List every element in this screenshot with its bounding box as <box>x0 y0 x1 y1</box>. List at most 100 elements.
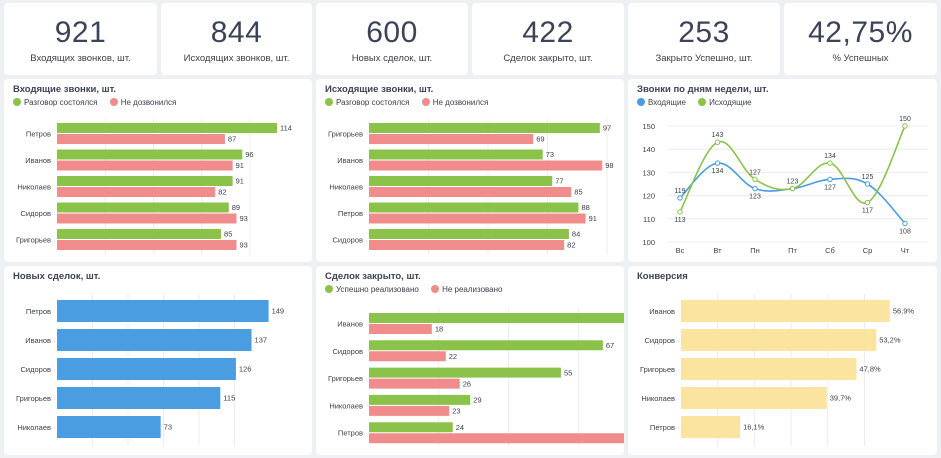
data-label: 137 <box>255 336 268 345</box>
data-label: 93 <box>239 241 247 250</box>
legend: Разговор состоялся Не дозвонился <box>325 98 498 107</box>
legend-item: Входящие <box>637 98 686 107</box>
data-label: 127 <box>824 184 836 191</box>
bar <box>369 160 603 171</box>
kpi-label: Входящих звонков, шт. <box>30 53 131 64</box>
data-point <box>864 199 871 206</box>
data-label: 69 <box>536 135 544 144</box>
kpi-card-closed-success: 253 Закрыто Успешно, шт. <box>628 3 780 75</box>
closed-deals-chart: Иванов7818Сидоров6722Григорьев5526Никола… <box>328 308 624 446</box>
category-label: Николаев <box>641 394 675 403</box>
category-label: Николаев <box>329 183 363 192</box>
legend-dot-icon <box>325 285 333 293</box>
bar <box>369 134 534 144</box>
conversion-panel: Конверсия Иванов 56,9% Сидоров 53,2% Григорь… <box>628 266 937 455</box>
category-label: Иванов <box>25 156 51 165</box>
category-label: Сидоров <box>645 336 675 345</box>
data-label: 87 <box>228 135 236 144</box>
data-label: 24 <box>456 423 464 432</box>
bar <box>369 433 624 444</box>
legend-item: Не реализовано <box>431 285 503 294</box>
incoming-calls-panel: Входящие звонки, шт. Разговор состоялся … <box>4 79 312 262</box>
legend-dot-icon <box>325 98 333 106</box>
kpi-value: 844 <box>210 16 263 49</box>
kpi-card-new-deals: 600 Новых сделок, шт. <box>316 3 468 75</box>
y-tick-label: 140 <box>642 145 655 154</box>
category-label: Иванов <box>337 320 363 329</box>
category-label: Николаев <box>17 183 51 192</box>
data-label: 73 <box>546 150 554 159</box>
y-tick-label: 150 <box>642 122 655 131</box>
x-tick-label: Пт <box>788 246 797 255</box>
outgoing-calls-chart: Григорьев 97 69 Иванов 73 98 Николаев 77 85 Петро… <box>328 119 614 255</box>
data-label: 77 <box>555 177 563 186</box>
data-label: 123 <box>749 194 761 201</box>
category-label: Иванов <box>649 307 675 316</box>
legend-item: Разговор состоялся <box>13 98 97 107</box>
y-tick-label: 100 <box>642 238 655 247</box>
category-label: Петров <box>650 423 675 432</box>
x-tick-label: Ср <box>863 246 873 255</box>
data-label: 113 <box>674 217 685 224</box>
legend-label: Разговор состоялся <box>336 98 410 107</box>
data-label: 22 <box>449 352 457 361</box>
bar <box>57 387 221 409</box>
data-label: 16,1% <box>743 423 765 432</box>
legend-item: Не дозвонился <box>109 98 177 107</box>
y-tick-label: 130 <box>642 168 655 177</box>
data-point <box>752 185 758 192</box>
bar <box>369 422 453 433</box>
bar <box>57 240 237 250</box>
data-point <box>714 139 721 145</box>
legend: Успешно реализовано Не реализовано <box>325 285 513 294</box>
data-label: 149 <box>272 307 285 316</box>
data-label: 119 <box>674 188 685 195</box>
data-label: 91 <box>589 214 597 223</box>
data-point <box>864 181 871 187</box>
data-label: 97 <box>603 124 611 133</box>
legend-label: Не дозвонился <box>432 98 489 107</box>
legend-label: Разговор состоялся <box>24 98 98 107</box>
data-label: 26 <box>463 379 471 388</box>
kpi-value: 253 <box>678 16 730 49</box>
panel-title: Исходящие звонки, шт. <box>325 84 434 95</box>
data-label: 93 <box>239 214 247 223</box>
panel-title: Звонки по дням недели, шт. <box>637 84 769 95</box>
incoming-calls-chart: Петров11487Иванов9691Николаев9182Сидоров… <box>16 119 292 255</box>
panel-title: Конверсия <box>637 271 688 282</box>
data-label: 67 <box>606 341 614 350</box>
kpi-label: Новых сделок, шт. <box>351 53 433 64</box>
bar <box>369 176 553 186</box>
bar <box>369 324 432 334</box>
kpi-value: 921 <box>54 16 107 49</box>
category-label: Григорьев <box>640 365 675 374</box>
bar <box>369 394 471 405</box>
bar <box>369 123 600 133</box>
data-label: 53,2% <box>879 336 901 345</box>
data-label: 23 <box>452 407 460 416</box>
x-tick-label: Вт <box>713 246 722 255</box>
category-label: Петров <box>338 209 363 218</box>
bar <box>57 329 252 351</box>
data-label: 150 <box>899 116 911 123</box>
legend-dot-icon <box>637 98 645 106</box>
bar <box>369 351 446 362</box>
outgoing-calls-panel: Исходящие звонки, шт. Разговор состоялся… <box>316 79 624 262</box>
data-label: 134 <box>824 153 836 160</box>
bar <box>57 358 236 380</box>
bar <box>681 387 827 409</box>
data-label: 117 <box>862 208 873 215</box>
data-label: 98 <box>605 161 613 170</box>
conversion-chart: Иванов 56,9% Сидоров 53,2% Григорьев 47,8% Ник… <box>640 294 914 446</box>
legend: Входящие Исходящие <box>637 98 762 107</box>
category-label: Петров <box>338 429 363 438</box>
legend-label: Исходящие <box>709 98 752 107</box>
data-point <box>752 176 758 183</box>
data-label: 88 <box>581 203 589 212</box>
legend-label: Не дозвонился <box>120 98 177 107</box>
kpi-card-closed-deals: 422 Сделок закрыто, шт. <box>472 3 624 75</box>
panel-title: Новых сделок, шт. <box>13 271 101 282</box>
data-label: 123 <box>787 179 799 186</box>
data-label: 55 <box>564 368 572 377</box>
kpi-value: 422 <box>522 16 574 49</box>
